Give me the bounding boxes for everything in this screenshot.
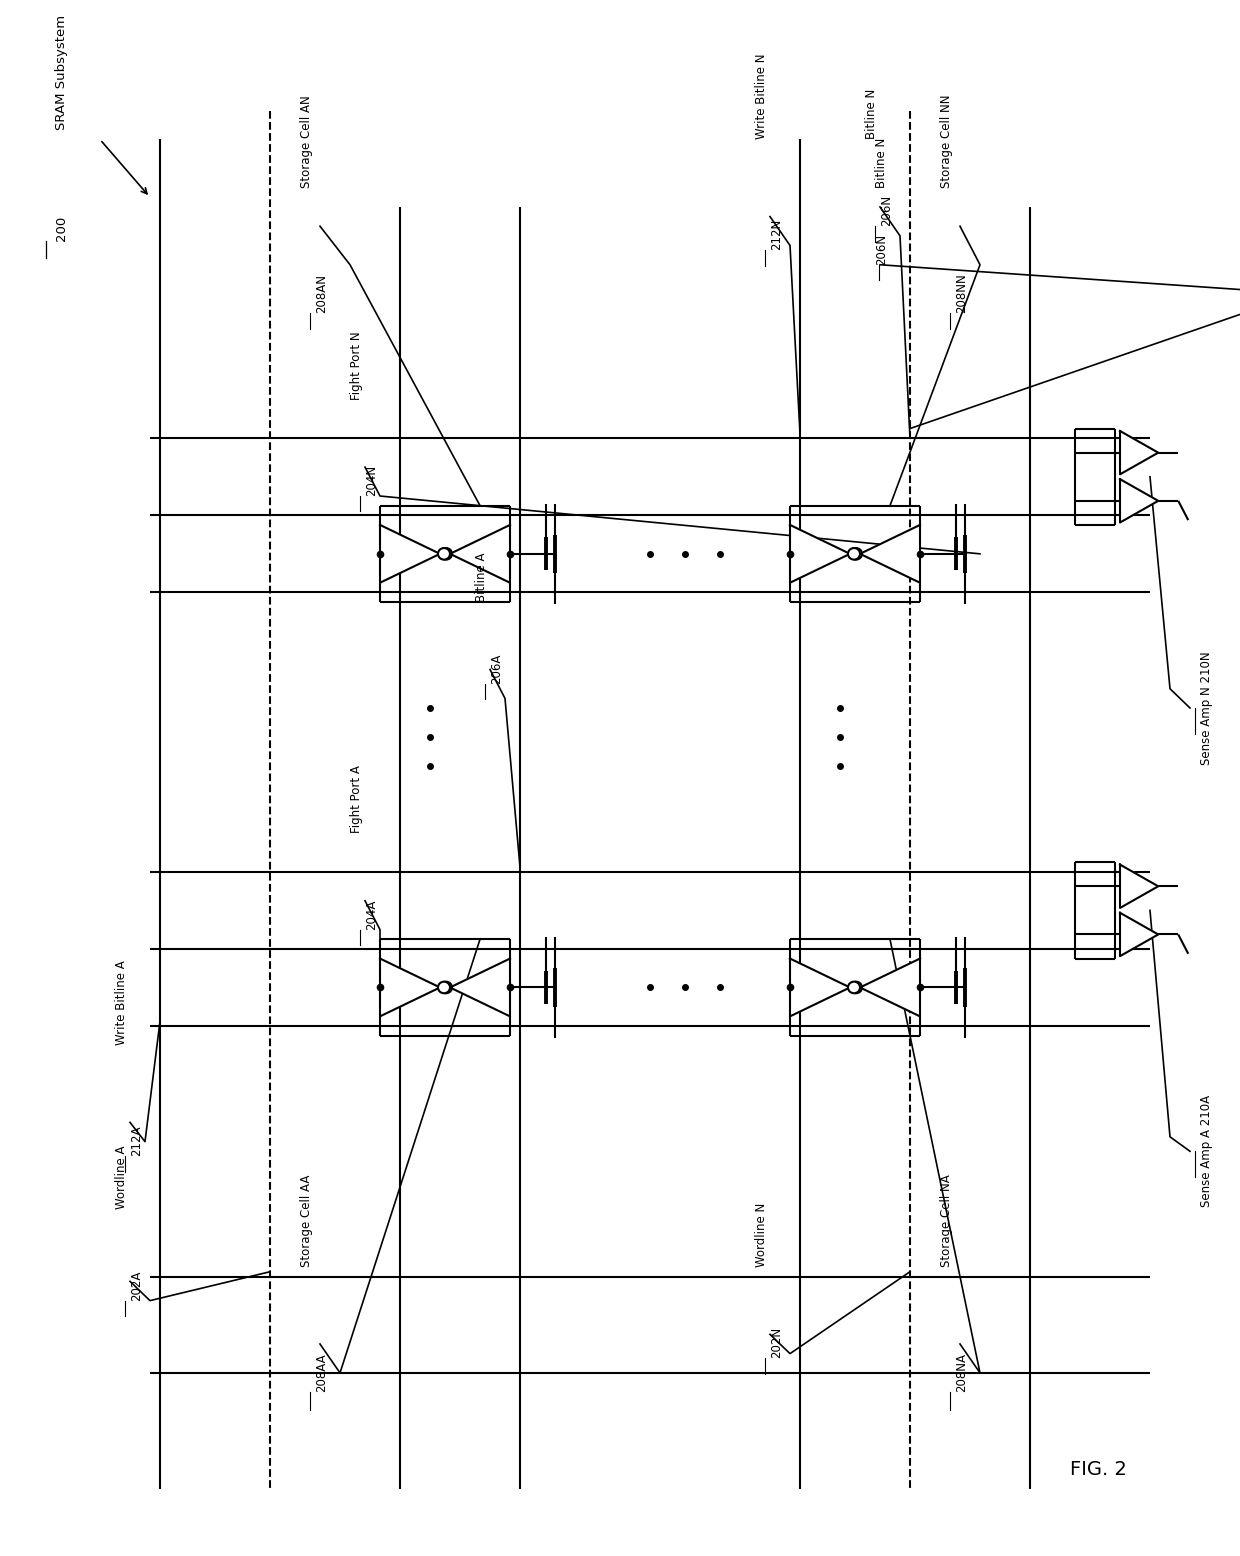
Polygon shape bbox=[1120, 913, 1158, 955]
Text: 204A: 204A bbox=[365, 899, 378, 929]
Polygon shape bbox=[1120, 865, 1158, 909]
Text: 200: 200 bbox=[55, 215, 68, 241]
Text: Storage Cell NA: Storage Cell NA bbox=[940, 1175, 954, 1267]
Circle shape bbox=[438, 982, 450, 993]
Circle shape bbox=[849, 548, 862, 560]
Text: 212N: 212N bbox=[770, 219, 782, 251]
Text: Bitline N: Bitline N bbox=[866, 89, 878, 140]
Text: Bitline A: Bitline A bbox=[475, 552, 489, 602]
Text: 208AN: 208AN bbox=[315, 274, 329, 313]
Text: 204N: 204N bbox=[365, 465, 378, 496]
Polygon shape bbox=[1120, 479, 1158, 523]
Text: Wordline A: Wordline A bbox=[115, 1145, 128, 1209]
Text: SRAM Subsystem: SRAM Subsystem bbox=[55, 14, 68, 129]
Text: Fight Port N: Fight Port N bbox=[350, 331, 363, 400]
Polygon shape bbox=[379, 524, 440, 584]
Polygon shape bbox=[450, 524, 510, 584]
Polygon shape bbox=[379, 958, 440, 1016]
Text: Storage Cell NN: Storage Cell NN bbox=[940, 95, 954, 188]
Text: 202A: 202A bbox=[130, 1270, 143, 1301]
Text: 212A: 212A bbox=[130, 1125, 143, 1156]
Circle shape bbox=[848, 982, 861, 993]
Text: 208NA: 208NA bbox=[955, 1354, 968, 1393]
Circle shape bbox=[440, 548, 453, 560]
Text: Write Bitline N: Write Bitline N bbox=[755, 54, 768, 140]
Text: FIG. 2: FIG. 2 bbox=[1070, 1460, 1127, 1478]
Text: Bitline N: Bitline N bbox=[875, 137, 888, 188]
Text: Write Bitline A: Write Bitline A bbox=[115, 960, 128, 1046]
Circle shape bbox=[848, 548, 861, 560]
Text: 206N: 206N bbox=[880, 194, 893, 226]
Circle shape bbox=[438, 548, 450, 560]
Text: Sense Amp N 210N: Sense Amp N 210N bbox=[1200, 652, 1213, 766]
Text: Wordline N: Wordline N bbox=[755, 1203, 768, 1267]
Text: 206N: 206N bbox=[875, 233, 888, 265]
Text: Storage Cell AN: Storage Cell AN bbox=[300, 95, 312, 188]
Text: 208NN: 208NN bbox=[955, 274, 968, 313]
Circle shape bbox=[440, 982, 453, 993]
Text: Sense Amp A 210A: Sense Amp A 210A bbox=[1200, 1095, 1213, 1207]
Polygon shape bbox=[450, 958, 510, 1016]
Text: 202N: 202N bbox=[770, 1327, 782, 1358]
Text: Storage Cell AA: Storage Cell AA bbox=[300, 1175, 312, 1267]
Text: 206A: 206A bbox=[490, 654, 503, 685]
Text: 208AA: 208AA bbox=[315, 1354, 329, 1393]
Polygon shape bbox=[861, 524, 920, 584]
Polygon shape bbox=[790, 958, 849, 1016]
Polygon shape bbox=[861, 958, 920, 1016]
Polygon shape bbox=[790, 524, 849, 584]
Polygon shape bbox=[1120, 431, 1158, 475]
Text: Fight Port A: Fight Port A bbox=[350, 766, 363, 834]
Circle shape bbox=[849, 982, 862, 993]
